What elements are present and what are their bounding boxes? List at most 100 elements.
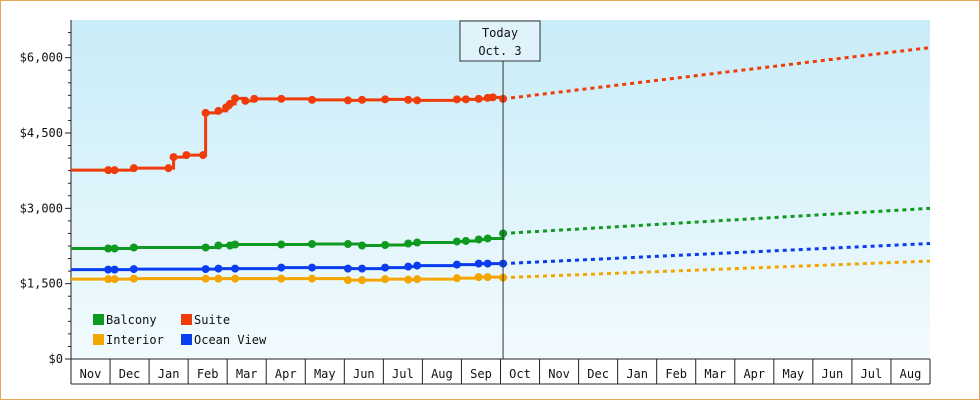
data-point (474, 259, 483, 268)
x-tick-label: Feb (665, 367, 687, 381)
y-tick-label: $1,500 (20, 277, 63, 291)
x-tick-label: Apr (275, 367, 297, 381)
data-point (413, 275, 422, 284)
series-layer (71, 46, 931, 285)
x-tick-label: Jan (626, 367, 648, 381)
data-point (225, 99, 234, 108)
today-callout-line2: Oct. 3 (478, 44, 521, 58)
legend-label: Balcony (106, 313, 157, 327)
data-point (404, 262, 413, 271)
legend-item-balcony: Balcony (93, 313, 157, 327)
legend-label: Suite (194, 313, 230, 327)
x-tick-label: Aug (431, 367, 453, 381)
data-point (343, 264, 352, 273)
data-point (343, 239, 352, 248)
x-tick-label: May (314, 367, 336, 381)
data-point (169, 153, 178, 162)
data-point (488, 93, 497, 102)
data-point (404, 275, 413, 284)
data-point (201, 108, 210, 117)
data-point (483, 234, 492, 243)
data-point (104, 275, 113, 284)
data-point (201, 265, 210, 274)
x-tick-label: Jul (392, 367, 414, 381)
legend-item-suite: Suite (181, 313, 230, 327)
data-point (381, 95, 390, 104)
y-tick-label: $0 (49, 352, 63, 366)
data-point (413, 96, 422, 105)
data-point (214, 264, 223, 273)
data-point (110, 244, 119, 253)
x-tick-label: Aug (900, 367, 922, 381)
y-tick-label: $6,000 (20, 51, 63, 65)
data-point (277, 274, 286, 283)
x-tick-label: Jun (353, 367, 375, 381)
data-point (452, 260, 461, 269)
data-point (129, 274, 138, 283)
data-point (277, 240, 286, 249)
data-point (214, 106, 223, 115)
x-tick-label: Nov (80, 367, 102, 381)
data-point (452, 95, 461, 104)
data-point (110, 275, 119, 284)
legend-swatch (181, 314, 192, 325)
data-point (404, 95, 413, 104)
legend-swatch (93, 314, 104, 325)
data-point (308, 95, 317, 104)
data-point (250, 94, 259, 103)
x-tick-label: Mar (236, 367, 258, 381)
data-point (474, 94, 483, 103)
data-point (474, 273, 483, 282)
data-point (241, 96, 250, 105)
data-point (110, 166, 119, 175)
data-point (231, 274, 240, 283)
x-tick-label: Nov (548, 367, 570, 381)
legend-item-interior: Interior (93, 333, 164, 347)
data-point (358, 264, 367, 273)
x-tick-label: Apr (743, 367, 765, 381)
data-point (381, 240, 390, 249)
data-point (104, 265, 113, 274)
series-suite (71, 46, 931, 175)
data-point (452, 237, 461, 246)
data-point (164, 164, 173, 173)
data-point (277, 94, 286, 103)
data-point (199, 151, 208, 160)
axes: $0 $1,500 $3,000 $4,500 $6,000 Nov Dec Jan Feb Ma… (20, 20, 931, 385)
data-point (231, 94, 240, 103)
data-point (104, 244, 113, 253)
x-tick-label: Oct (509, 367, 531, 381)
x-tick-label: May (782, 367, 804, 381)
data-point (308, 263, 317, 272)
x-tick-label: Feb (197, 367, 219, 381)
legend-label: Ocean View (194, 333, 267, 347)
today-callout-box (459, 20, 541, 62)
data-point (358, 241, 367, 250)
data-point (483, 273, 492, 282)
legend: Balcony Suite Interior Ocean View (93, 313, 267, 347)
data-point (452, 274, 461, 283)
y-tick-label: $3,000 (20, 201, 63, 215)
data-point (381, 275, 390, 284)
x-tick-label: Mar (704, 367, 726, 381)
data-point (129, 164, 138, 173)
legend-label: Interior (106, 333, 164, 347)
data-point (474, 235, 483, 244)
data-point (381, 263, 390, 272)
data-point (483, 259, 492, 268)
legend-swatch (181, 334, 192, 345)
data-point (404, 239, 413, 248)
data-point (129, 243, 138, 252)
data-point (231, 264, 240, 273)
data-point (358, 276, 367, 285)
data-point (461, 236, 470, 245)
data-point (343, 96, 352, 105)
x-tick-label: Sep (470, 367, 492, 381)
data-point (308, 239, 317, 248)
x-tick-label: Jul (861, 367, 883, 381)
series-ocean_view (71, 241, 931, 274)
data-point (343, 276, 352, 285)
y-tick-label: $4,500 (20, 126, 63, 140)
data-point (358, 95, 367, 104)
data-point (231, 240, 240, 249)
